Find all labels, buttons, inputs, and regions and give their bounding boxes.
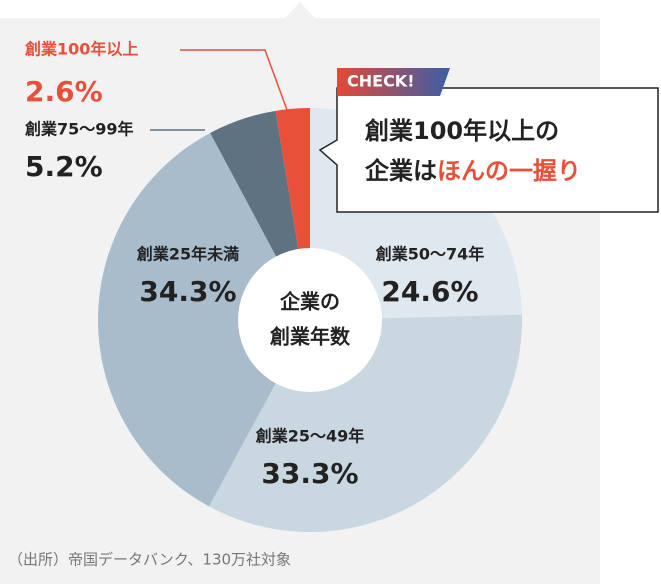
slice-value: 34.3% (139, 275, 236, 308)
center-title: 企業の (279, 290, 340, 314)
slice-value: 24.6% (381, 275, 478, 308)
donut-hole (238, 248, 382, 392)
callout-box (318, 87, 659, 213)
leader-line (180, 49, 291, 119)
callout-text: 創業100年以上の (365, 117, 559, 145)
callout-text: 企業はほんの一握り (365, 157, 581, 185)
callout-accent: ほんの一握り (437, 157, 581, 185)
callout-text: 企業は (365, 157, 437, 185)
source: （出所）帝国データバンク、130万社対象 (8, 551, 291, 569)
center-title: 創業年数 (269, 325, 351, 349)
callout-tag (337, 68, 450, 96)
slice-label: 創業50～74年 (375, 245, 485, 264)
slice-label: 創業75～99年 (24, 120, 134, 139)
callout-tag-text: CHECK! (347, 72, 415, 91)
slice-label: 創業25年未満 (136, 245, 239, 264)
slice-value: 5.2% (25, 150, 103, 183)
slice-value: 2.6% (25, 75, 103, 108)
pie-slice (97, 132, 310, 507)
slice-label: 創業25～49年 (255, 427, 365, 446)
slice-label: 創業100年以上 (24, 40, 138, 59)
slice-value: 33.3% (261, 457, 358, 490)
